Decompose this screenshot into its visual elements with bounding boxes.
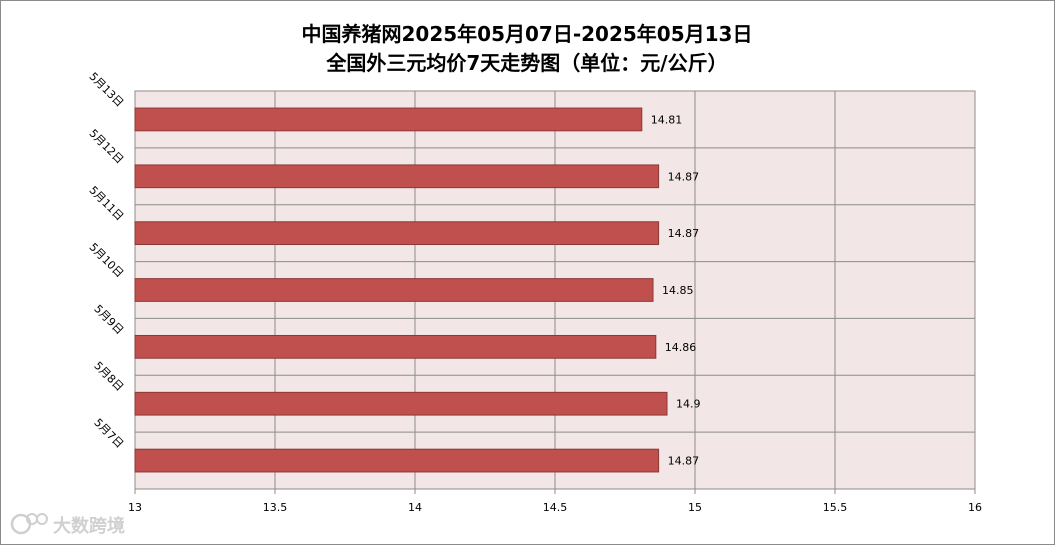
data-label: 14.87 — [668, 455, 700, 468]
category-label: 5月10日 — [86, 241, 126, 281]
bar-5月7日 — [134, 448, 660, 473]
category-label: 5月9日 — [91, 302, 126, 337]
category-label: 5月13日 — [86, 70, 126, 110]
bar-5月9日 — [134, 334, 657, 359]
x-tick-label: 14 — [408, 501, 422, 514]
x-tick-label: 13 — [128, 501, 142, 514]
bar-5月8日 — [134, 391, 668, 416]
category-label: 5月7日 — [91, 416, 126, 451]
x-tick-label: 15.5 — [823, 501, 848, 514]
x-tick-label: 15 — [688, 501, 702, 514]
bar-5月11日 — [134, 221, 660, 246]
data-label: 14.9 — [676, 398, 701, 411]
x-tick-label: 14.5 — [543, 501, 568, 514]
data-label: 14.81 — [651, 113, 683, 126]
data-label: 14.85 — [662, 284, 694, 297]
category-label: 5月8日 — [91, 359, 126, 394]
bar-5月10日 — [134, 278, 654, 302]
data-label: 14.87 — [668, 227, 700, 240]
plot-area: 13 13.5 14 14.5 15 15.5 16 14.81 5月13日 14.87 5月12日… — [86, 70, 982, 514]
chart-title-line-2: 全国外三元均价7天走势图（单位：元/公斤） — [325, 51, 727, 75]
data-label: 14.87 — [668, 170, 700, 183]
bar-5月12日 — [134, 164, 660, 189]
chart-title-line-1: 中国养猪网2025年05月07日-2025年05月13日 — [302, 22, 753, 46]
x-tick-label: 13.5 — [263, 501, 288, 514]
category-label: 5月12日 — [86, 127, 126, 167]
x-tick-label: 16 — [968, 501, 982, 514]
watermark-text: 大数跨境 — [53, 515, 125, 537]
watermark: 大数跨境 — [10, 513, 125, 537]
brand-logo-icon — [10, 513, 48, 535]
data-label: 14.86 — [665, 341, 697, 354]
bar-5月13日 — [134, 107, 643, 132]
category-label: 5月11日 — [86, 184, 126, 224]
